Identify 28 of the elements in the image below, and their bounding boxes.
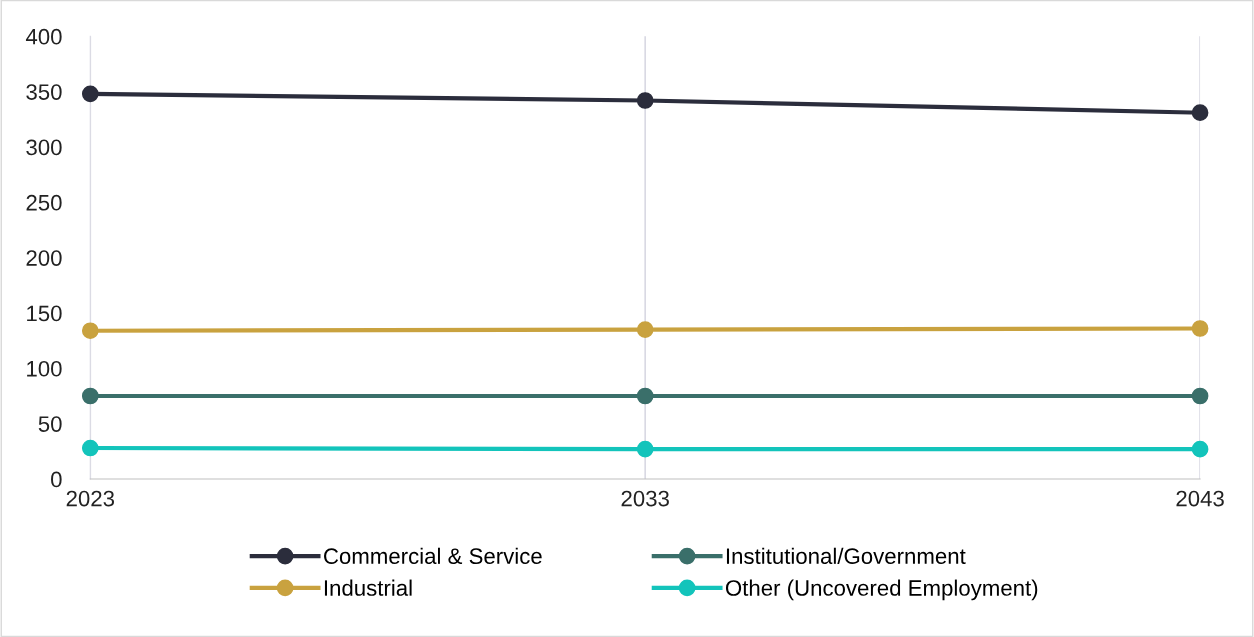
point bbox=[81, 322, 99, 340]
point bbox=[81, 439, 99, 457]
point bbox=[1191, 320, 1209, 337]
point bbox=[81, 387, 99, 405]
y-tick-label: 200 bbox=[26, 250, 62, 266]
x-tick-label: 2023 bbox=[66, 490, 115, 507]
y-tick-label: 100 bbox=[27, 360, 62, 377]
point bbox=[636, 387, 654, 405]
legend-label: Commercial & Service bbox=[324, 547, 542, 565]
x-tick-label: 2043 bbox=[1176, 490, 1224, 507]
point bbox=[636, 321, 654, 338]
y-tick-label: 400 bbox=[25, 28, 62, 45]
y-tick-label: 50 bbox=[38, 416, 62, 432]
point bbox=[81, 85, 99, 103]
point bbox=[636, 440, 654, 458]
point bbox=[1191, 104, 1209, 122]
y-tick-label: 250 bbox=[26, 194, 62, 211]
y-tick-label: 350 bbox=[26, 84, 62, 100]
legend-label: Other (Uncovered Employment) bbox=[725, 579, 1038, 601]
legend-label: Industrial bbox=[324, 579, 412, 596]
y-tick-label: 0 bbox=[51, 471, 62, 488]
y-tick-label: 300 bbox=[26, 139, 62, 156]
y-tick-label: 150 bbox=[27, 305, 62, 322]
point bbox=[1191, 387, 1209, 405]
x-tick-label: 2033 bbox=[621, 490, 669, 507]
point bbox=[636, 92, 654, 109]
point bbox=[1191, 440, 1209, 458]
legend-label: Institutional/Government bbox=[726, 547, 966, 565]
